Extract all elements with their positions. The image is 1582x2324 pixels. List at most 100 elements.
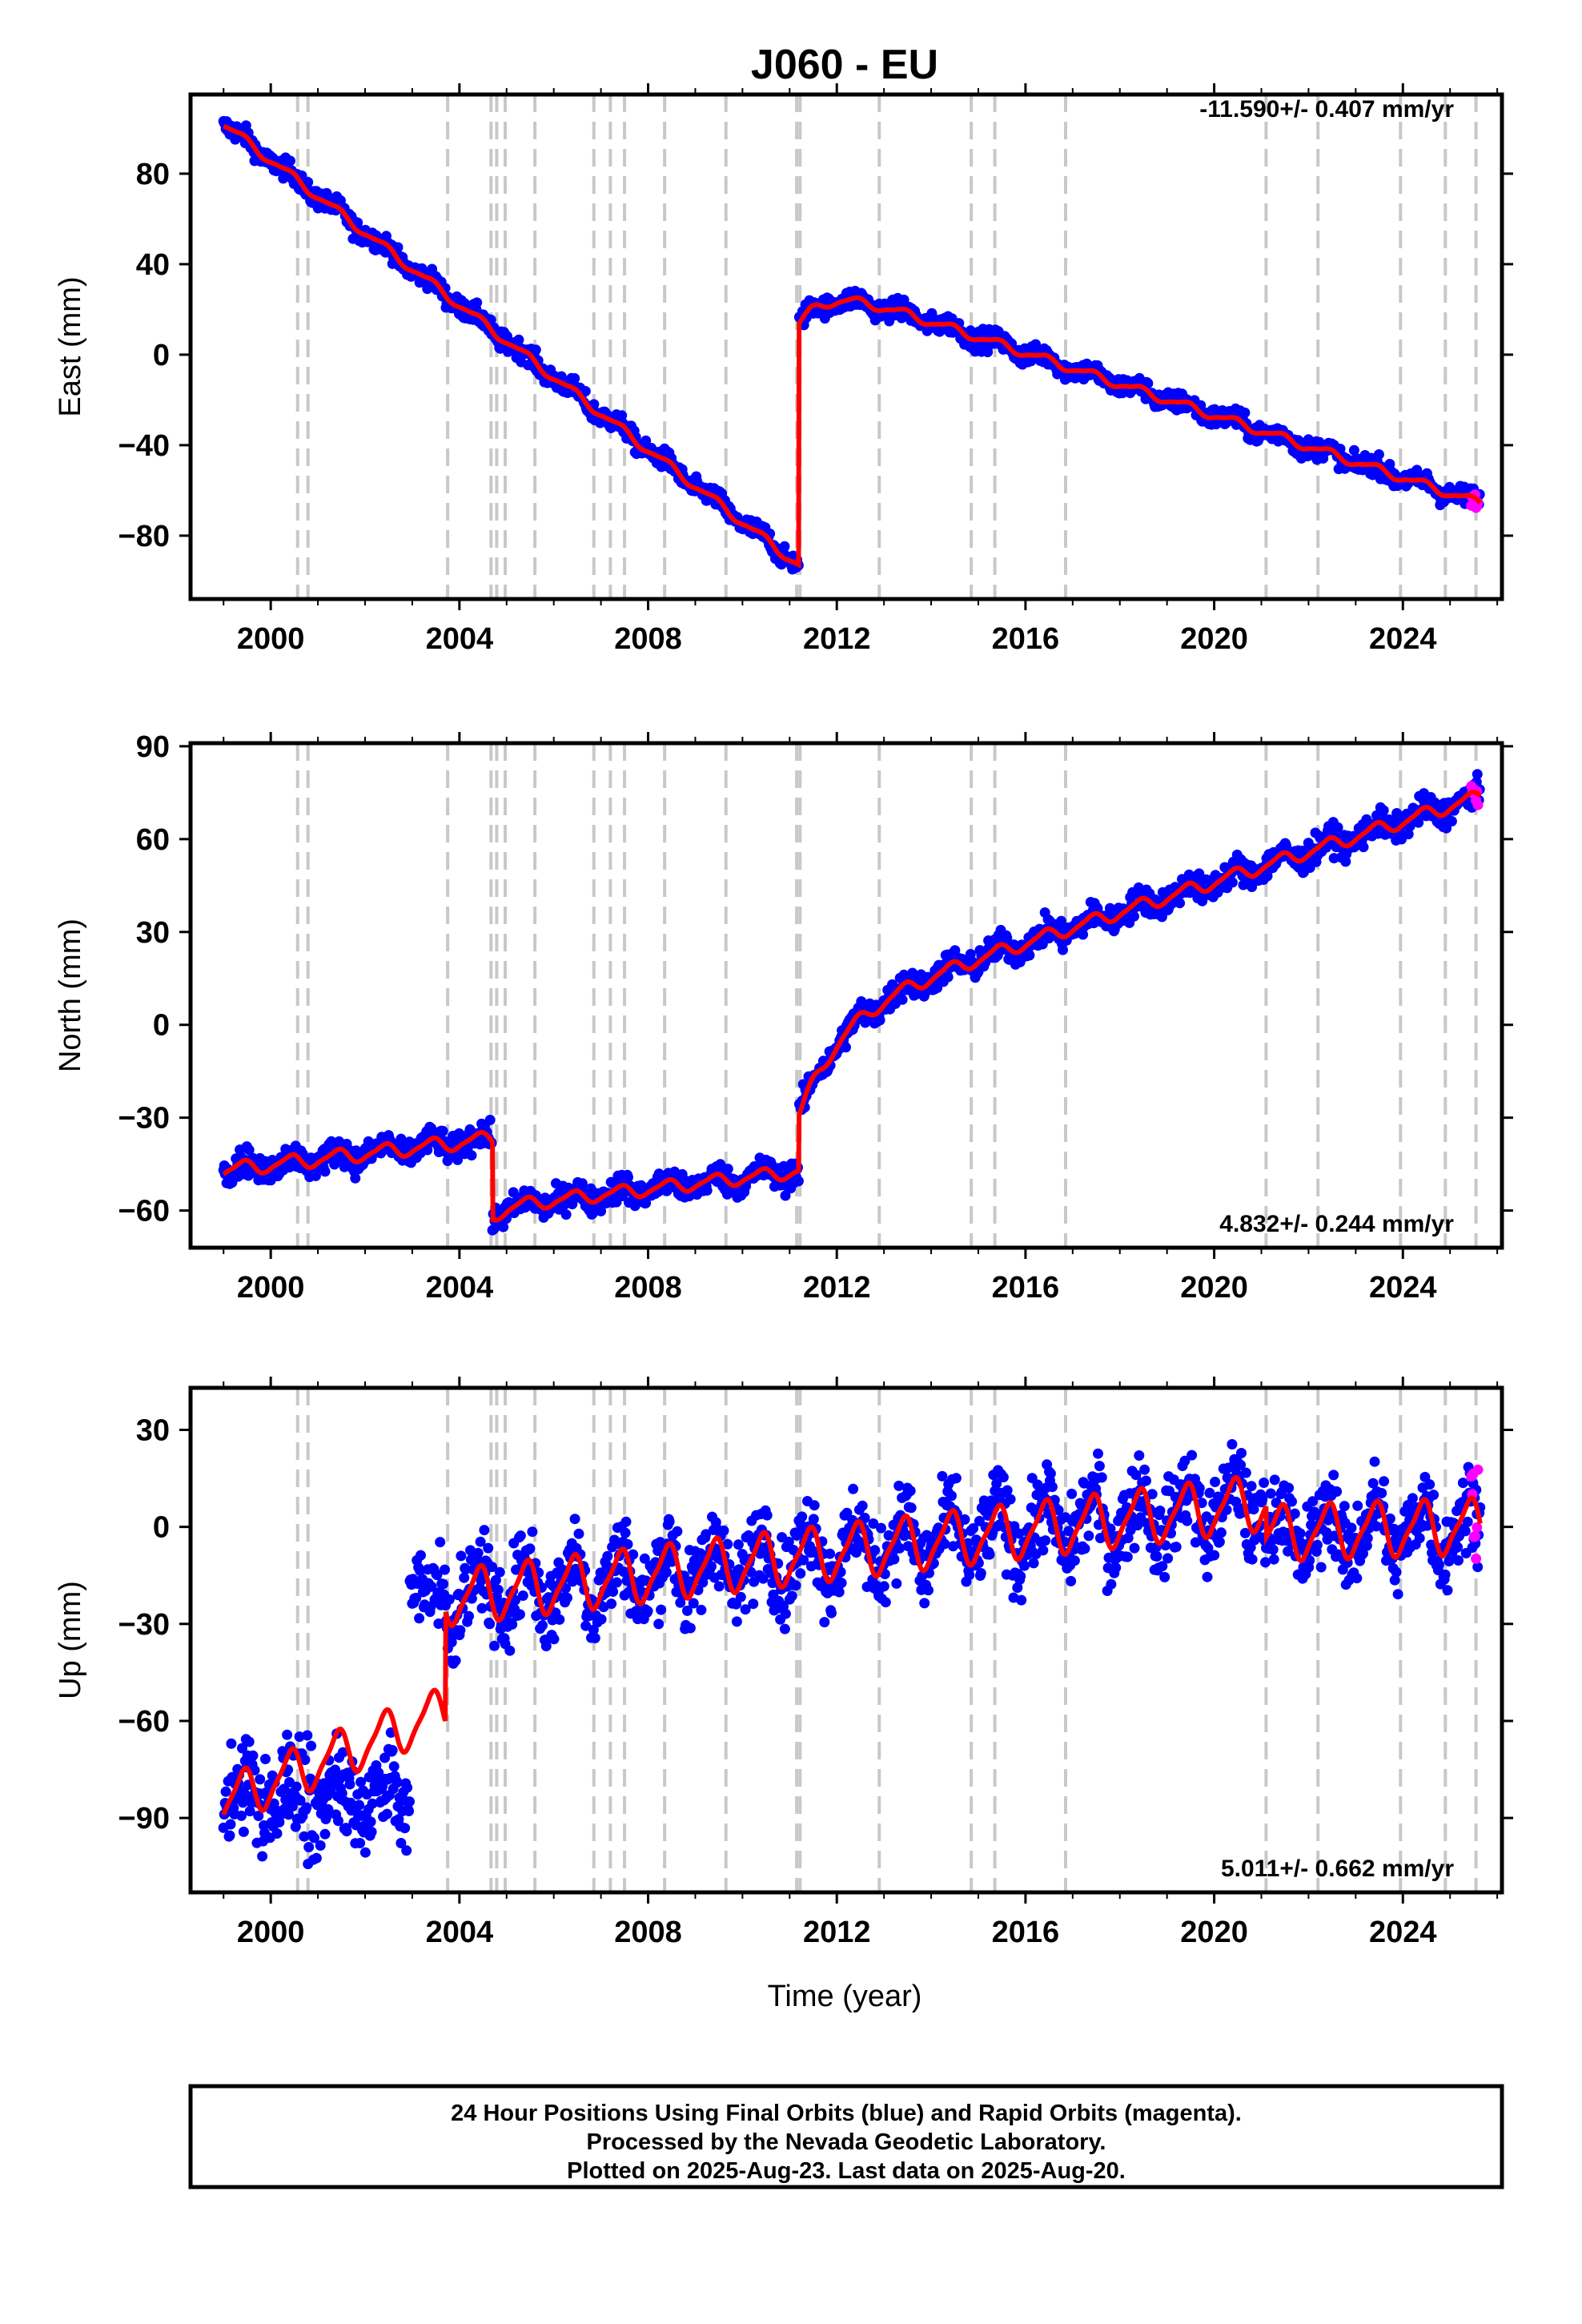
data-point (1129, 911, 1139, 922)
data-point (891, 1578, 902, 1589)
data-point (622, 1538, 633, 1550)
data-point (243, 1736, 255, 1747)
data-point (438, 1578, 449, 1590)
data-point (517, 1590, 528, 1601)
data-point (876, 1522, 886, 1534)
data-point (1283, 1482, 1295, 1494)
data-point (950, 1473, 962, 1484)
data-point (237, 1797, 248, 1808)
data-point (220, 1786, 231, 1797)
data-point (472, 297, 483, 308)
data-point (1267, 1544, 1279, 1555)
data-point (411, 1592, 422, 1603)
chart-title: J060 - EU (751, 42, 938, 88)
data-point (569, 1514, 580, 1525)
data-point (1259, 1478, 1270, 1488)
data-point (701, 1185, 713, 1196)
data-point (301, 1802, 312, 1813)
data-point (1129, 1542, 1140, 1554)
data-point (236, 1810, 247, 1821)
final-orbit-points (218, 115, 1485, 575)
data-point (923, 1585, 934, 1596)
data-point (1332, 822, 1343, 833)
data-point (315, 1840, 326, 1851)
data-point (1194, 868, 1205, 879)
data-point (809, 1500, 820, 1511)
data-point (1141, 1475, 1151, 1486)
data-point (456, 1550, 467, 1562)
data-point (1005, 1494, 1016, 1505)
y-tick-label: −80 (118, 520, 170, 553)
data-point (1351, 1573, 1363, 1584)
data-point (733, 1539, 744, 1550)
data-point (319, 1828, 331, 1839)
data-point (391, 1777, 403, 1788)
data-point (1096, 1472, 1107, 1483)
data-point (620, 1527, 631, 1538)
data-point (696, 1604, 707, 1615)
data-point (1257, 1494, 1268, 1505)
data-point (1186, 1449, 1198, 1461)
data-point (355, 1838, 366, 1848)
data-point (869, 1545, 881, 1556)
data-point (1315, 1562, 1327, 1573)
y-tick-label: 0 (153, 1009, 170, 1043)
data-point (611, 1577, 622, 1588)
data-point (344, 1779, 355, 1790)
data-point (589, 1633, 600, 1643)
data-point (336, 1787, 347, 1799)
data-point (1248, 1504, 1259, 1515)
data-point (580, 1620, 592, 1631)
data-point (562, 1592, 572, 1603)
data-point (1093, 1448, 1103, 1459)
data-point (303, 177, 314, 187)
data-point (452, 1154, 464, 1165)
data-point (1040, 1535, 1051, 1546)
data-point (639, 1553, 650, 1564)
data-point (1339, 1501, 1350, 1512)
data-point (271, 1828, 283, 1839)
y-tick-label: 40 (136, 248, 170, 282)
data-point (1227, 1439, 1238, 1449)
data-point (514, 1609, 525, 1620)
data-point (1038, 1545, 1049, 1556)
data-point (573, 1528, 584, 1539)
data-point (748, 1598, 759, 1610)
data-point (1028, 1558, 1039, 1569)
data-point (373, 1767, 384, 1779)
data-point (722, 1164, 733, 1175)
data-point (623, 1172, 633, 1183)
data-point (580, 386, 591, 396)
data-point (596, 1614, 607, 1625)
y-tick-label: 30 (136, 916, 170, 950)
y-tick-label: 0 (153, 339, 170, 372)
data-point (388, 1761, 400, 1772)
data-point (554, 1614, 565, 1625)
data-point (779, 1623, 790, 1634)
data-point (432, 1570, 443, 1581)
north-panel: 2000 2004 2008 2012 2016 2020 2024−60−30030609… (54, 730, 1513, 1305)
data-point (1358, 842, 1369, 853)
data-point (282, 1729, 293, 1740)
data-point (489, 1640, 500, 1651)
data-point (475, 1536, 486, 1547)
data-point (1209, 1550, 1220, 1561)
data-point (1183, 869, 1195, 880)
data-point (975, 1568, 986, 1578)
data-point (396, 1838, 407, 1848)
y-tick-label: 80 (136, 158, 170, 191)
data-point (476, 1602, 488, 1614)
data-point (1239, 407, 1251, 418)
data-point (1446, 816, 1457, 826)
data-point (319, 1166, 331, 1177)
data-point (797, 1511, 808, 1522)
data-point (387, 1745, 398, 1755)
data-point (540, 1641, 552, 1651)
data-point (1154, 1506, 1166, 1516)
data-point (1295, 1528, 1306, 1539)
data-point (946, 1490, 957, 1502)
data-point (761, 1510, 773, 1521)
data-point (483, 1542, 494, 1554)
data-point (1030, 339, 1042, 350)
